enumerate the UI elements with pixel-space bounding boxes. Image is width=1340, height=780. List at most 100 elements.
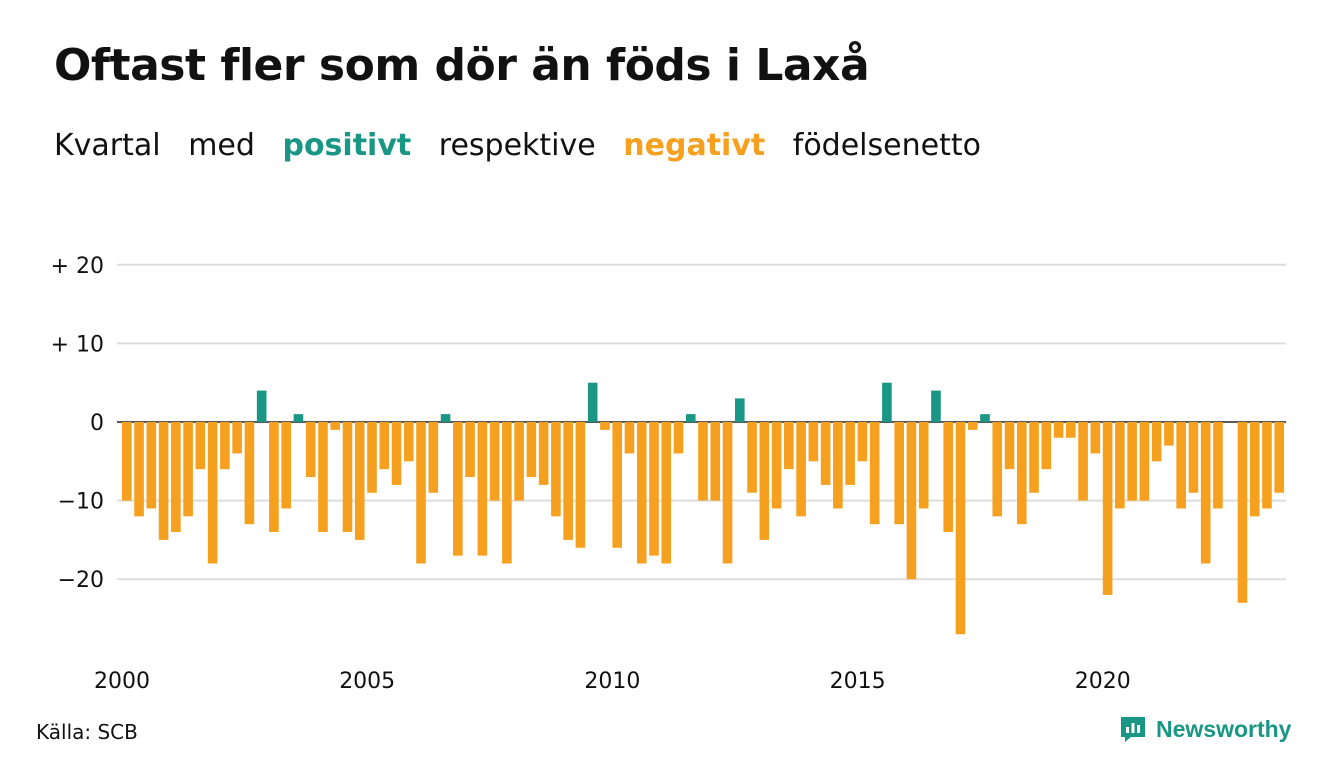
bar [636,422,647,564]
bar [538,422,549,485]
bar [305,422,316,478]
chart-title: Oftast fler som dör än föds i Laxå [54,40,870,91]
brand-logo: Newsworthy [1118,714,1291,744]
bar [158,422,169,540]
bar [281,422,291,509]
bar [1262,422,1272,509]
bar [1053,422,1064,438]
bar [379,422,390,470]
y-tick-label: −20 [58,568,104,593]
bar [673,422,684,454]
bar [1078,422,1088,501]
bar [869,422,880,525]
bar [661,422,672,564]
bar [906,422,917,580]
bar [563,422,573,540]
bar [600,422,610,430]
bar [735,398,745,422]
bar [833,422,843,509]
bar [612,422,622,548]
bar [1237,422,1248,603]
bar [453,422,463,556]
bar [1041,422,1052,470]
bar [1090,422,1101,454]
x-tick-label: 2000 [94,669,150,694]
legend-positive: positivt [282,128,412,163]
x-tick-label: 2010 [584,669,640,694]
bar [784,422,794,470]
bar [1188,422,1199,493]
bar [477,422,488,556]
bar [551,422,561,517]
source-note: Källa: SCB [36,720,138,744]
bar [1274,422,1285,493]
bar [416,422,426,564]
bar [367,422,377,493]
bar [183,422,193,517]
bar [465,422,475,478]
y-tick-label: + 10 [51,332,104,357]
bar [796,422,806,517]
newsworthy-logo-icon [1121,717,1145,742]
bar [1115,422,1125,509]
bar [391,422,402,485]
bar [207,422,218,564]
bar [1164,422,1174,446]
bar [1249,422,1260,517]
bar [759,422,770,540]
bar [722,422,733,564]
bar [967,422,978,430]
bar [428,422,439,493]
bar [293,414,304,422]
y-tick-label: −10 [58,490,104,515]
bar [857,422,868,462]
bar [342,422,353,533]
bar [845,422,855,485]
bar [710,422,721,501]
chart-subtitle: Kvartal med positivt respektive negativt… [54,128,999,163]
bar [1004,422,1015,470]
bar [698,422,708,501]
subtitle-word: med [188,128,255,163]
bar [514,422,524,501]
bar [134,422,144,517]
bar [318,422,328,533]
bar [820,422,831,485]
brand-name: Newsworthy [1156,715,1292,742]
bar [943,422,954,533]
bar [232,422,242,454]
bar [918,422,929,509]
bar [931,390,941,422]
bar [685,414,696,422]
bar [1200,422,1211,564]
bar [882,382,892,422]
bar [122,422,132,501]
bar [575,422,586,548]
y-tick-label: 0 [90,411,104,436]
subtitle-word: födelsenetto [792,128,981,163]
bar [146,422,157,509]
bar [354,422,365,540]
bar [649,422,659,556]
bar [171,422,181,533]
bar [771,422,782,509]
subtitle-word: Kvartal [54,128,161,163]
bar [808,422,819,462]
bar [1029,422,1039,493]
bar [220,422,230,470]
bar [269,422,279,533]
bar [1213,422,1223,509]
bar [1016,422,1027,525]
bar [624,422,635,454]
subtitle-word: respektive [438,128,596,163]
bar [526,422,537,478]
y-tick-label: + 20 [51,254,104,279]
legend-negative: negativt [623,128,766,163]
bar [1151,422,1162,462]
x-tick-label: 2020 [1075,669,1131,694]
bar [440,414,451,422]
bar [489,422,500,501]
bar [1102,422,1113,595]
bar [1066,422,1076,438]
bar [403,422,414,462]
